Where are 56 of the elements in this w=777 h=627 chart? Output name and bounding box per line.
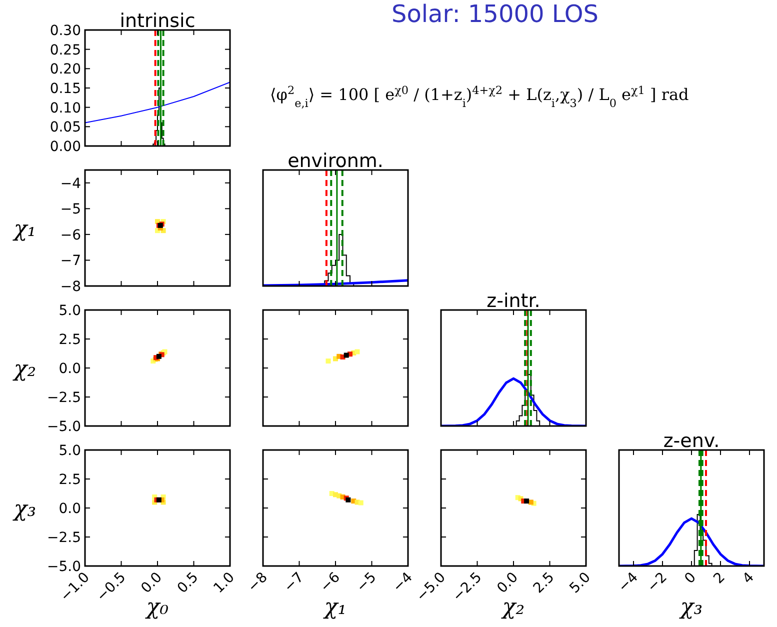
y-tick-label: 5.0 [58, 303, 81, 319]
point [156, 354, 162, 359]
x-tick-label: 0 [682, 570, 700, 588]
y-tick-label: −7 [60, 253, 81, 270]
x-tick-label: 2.5 [530, 570, 558, 597]
x-tick-label: 1.0 [210, 570, 238, 597]
y-tick-label: 0.05 [50, 120, 81, 136]
y-tick-label: 0.25 [50, 42, 81, 58]
point [326, 358, 331, 364]
x-tick-label: 4 [740, 569, 758, 588]
y-tick-label: 0.10 [50, 100, 81, 116]
x-tick-label: −4 [390, 569, 416, 596]
x-tick-label: 2 [710, 570, 728, 588]
y-tick-label: −4 [60, 176, 82, 192]
x-tick-label: 0.0 [138, 570, 166, 597]
point [354, 349, 360, 354]
y-tick-label: −5.0 [47, 419, 81, 435]
y-tick-label: −8 [60, 279, 81, 295]
y-tick-label: 0.30 [50, 23, 81, 39]
x-axis-title: χ₃ [678, 595, 703, 620]
y-tick-label: −2.5 [47, 390, 81, 406]
x-tick-label: 0.5 [174, 570, 202, 597]
point [344, 352, 349, 358]
y-tick-label: 0.0 [58, 361, 81, 377]
y-tick-label: 2.5 [58, 472, 81, 488]
x-tick-label: −2 [644, 570, 670, 596]
y-tick-label: 0.15 [50, 81, 81, 97]
y-tick-label: −5 [60, 202, 81, 218]
x-tick-label: 5.0 [566, 570, 594, 597]
y-tick-label: −2.5 [47, 530, 81, 546]
chart-title: environm. [288, 150, 384, 172]
x-tick-label: −7 [281, 570, 308, 596]
y-axis-title: χ₃ [12, 497, 36, 522]
chart-title: intrinsic [120, 10, 196, 32]
x-tick-label: 0.0 [494, 570, 522, 597]
chart-title: z-intr. [486, 290, 540, 312]
chart-title: z-env. [663, 430, 720, 452]
point [358, 500, 364, 506]
x-axis-title: χ₁ [322, 595, 347, 620]
y-tick-label: 0.0 [58, 501, 81, 517]
x-axis-title: χ₀ [144, 595, 169, 620]
y-tick-label: 0.20 [50, 62, 81, 78]
text: Solar: 15000 LOS [391, 0, 599, 28]
x-tick-label: −5 [354, 570, 380, 596]
x-tick-label: −8 [244, 570, 271, 596]
y-tick-label: 2.5 [58, 332, 81, 348]
y-tick-label: 5.0 [58, 443, 81, 459]
y-axis-title: χ₂ [12, 357, 36, 382]
y-tick-label: −6 [60, 227, 82, 244]
x-tick-label: −4 [615, 569, 642, 596]
x-tick-label: −6 [317, 569, 344, 596]
x-axis-title: χ₂ [500, 595, 525, 620]
y-tick-label: 0.00 [50, 139, 81, 155]
y-axis-title: χ₁ [12, 217, 36, 242]
text: ⟨φ$^{2}$$_{e,i}$⟩ = 100 [ e$^{χ0}$ / (1+z$_{i}$)$^{4+χ2}$ + L(z$_{i}$,χ$_{3}$) / L$_{0}$ e$^{χ1}$ ] rad [270, 84, 689, 110]
line-series [85, 82, 230, 124]
